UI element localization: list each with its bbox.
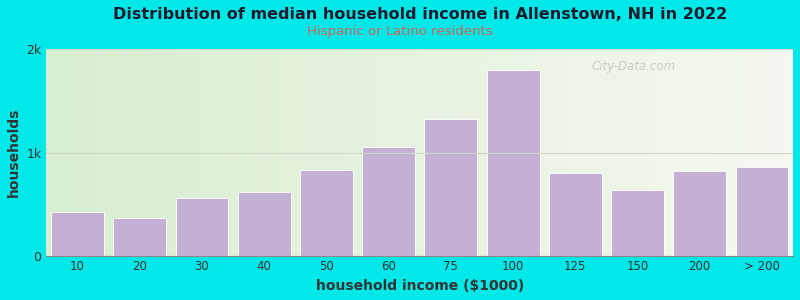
X-axis label: household income ($1000): household income ($1000) xyxy=(316,279,524,293)
Bar xyxy=(300,170,353,256)
Bar xyxy=(735,167,788,256)
Title: Distribution of median household income in Allenstown, NH in 2022: Distribution of median household income … xyxy=(113,7,727,22)
Y-axis label: households: households xyxy=(7,108,21,197)
Bar xyxy=(175,198,229,256)
Bar xyxy=(51,212,104,256)
Bar xyxy=(238,192,290,256)
Bar xyxy=(674,171,726,256)
Bar xyxy=(362,147,415,256)
Text: Hispanic or Latino residents: Hispanic or Latino residents xyxy=(307,25,493,38)
Bar xyxy=(549,173,602,256)
Bar xyxy=(114,218,166,256)
Bar xyxy=(425,118,478,256)
Text: City-Data.com: City-Data.com xyxy=(591,60,676,73)
Bar xyxy=(486,70,539,256)
Bar xyxy=(611,190,664,256)
